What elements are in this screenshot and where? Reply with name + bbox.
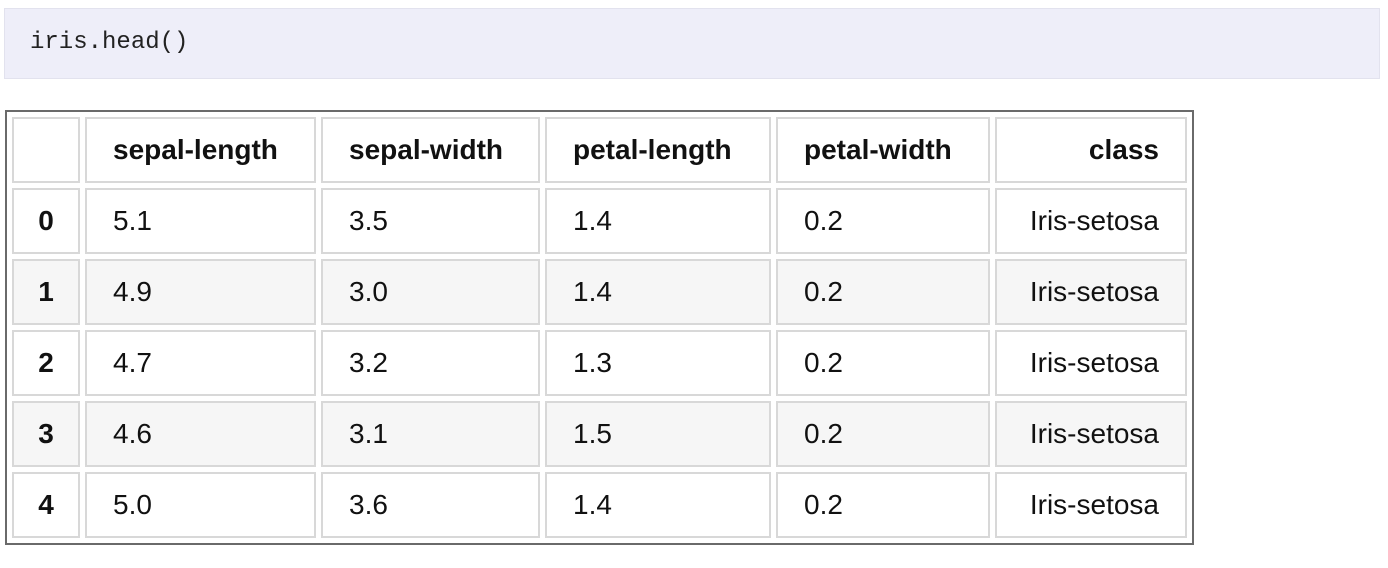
table-cell: 0.2 bbox=[776, 472, 990, 538]
table-row: 3 4.6 3.1 1.5 0.2 Iris-setosa bbox=[12, 401, 1187, 467]
table-cell: 3.2 bbox=[321, 330, 540, 396]
table-cell: Iris-setosa bbox=[995, 401, 1187, 467]
table-cell: 1.5 bbox=[545, 401, 771, 467]
header-row: sepal-length sepal-width petal-length pe… bbox=[12, 117, 1187, 183]
column-header: petal-width bbox=[776, 117, 990, 183]
table-cell: 0.2 bbox=[776, 330, 990, 396]
row-index: 4 bbox=[12, 472, 80, 538]
table-cell: 3.6 bbox=[321, 472, 540, 538]
column-header: sepal-length bbox=[85, 117, 316, 183]
table-row: 0 5.1 3.5 1.4 0.2 Iris-setosa bbox=[12, 188, 1187, 254]
table-cell: 1.3 bbox=[545, 330, 771, 396]
column-header: class bbox=[995, 117, 1187, 183]
table-cell: Iris-setosa bbox=[995, 259, 1187, 325]
table-cell: 4.9 bbox=[85, 259, 316, 325]
row-index: 3 bbox=[12, 401, 80, 467]
code-cell[interactable]: iris.head() bbox=[4, 8, 1380, 79]
table-row: 1 4.9 3.0 1.4 0.2 Iris-setosa bbox=[12, 259, 1187, 325]
table-cell: 3.0 bbox=[321, 259, 540, 325]
column-header: sepal-width bbox=[321, 117, 540, 183]
row-index: 1 bbox=[12, 259, 80, 325]
table-cell: 0.2 bbox=[776, 188, 990, 254]
table-cell: 1.4 bbox=[545, 472, 771, 538]
table-cell: 5.0 bbox=[85, 472, 316, 538]
table-row: 4 5.0 3.6 1.4 0.2 Iris-setosa bbox=[12, 472, 1187, 538]
row-index: 0 bbox=[12, 188, 80, 254]
table-cell: 4.7 bbox=[85, 330, 316, 396]
table-cell: Iris-setosa bbox=[995, 330, 1187, 396]
table-cell: 5.1 bbox=[85, 188, 316, 254]
table-cell: 4.6 bbox=[85, 401, 316, 467]
table-cell: 1.4 bbox=[545, 259, 771, 325]
table-cell: 3.5 bbox=[321, 188, 540, 254]
dataframe-table: sepal-length sepal-width petal-length pe… bbox=[5, 110, 1194, 545]
table-cell: 1.4 bbox=[545, 188, 771, 254]
table-row: 2 4.7 3.2 1.3 0.2 Iris-setosa bbox=[12, 330, 1187, 396]
row-index: 2 bbox=[12, 330, 80, 396]
table-cell: 3.1 bbox=[321, 401, 540, 467]
table-cell: 0.2 bbox=[776, 401, 990, 467]
table-cell: 0.2 bbox=[776, 259, 990, 325]
column-header: petal-length bbox=[545, 117, 771, 183]
table-cell: Iris-setosa bbox=[995, 188, 1187, 254]
index-header bbox=[12, 117, 80, 183]
table-cell: Iris-setosa bbox=[995, 472, 1187, 538]
